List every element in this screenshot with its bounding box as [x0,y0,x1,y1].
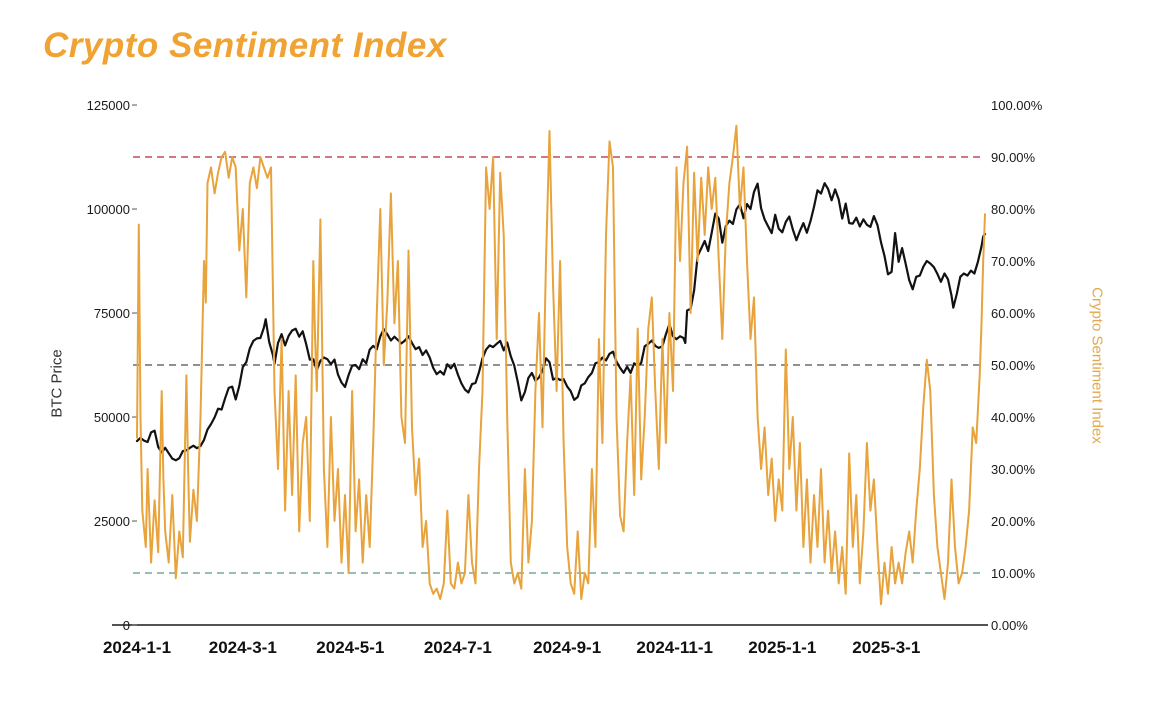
right-axis-tick-label: 20.00% [991,514,1036,529]
x-axis-tick-label: 2025-1-1 [748,638,817,657]
right-axis-title: Crypto Sentiment Index [1088,287,1106,444]
right-axis-tick-label: 40.00% [991,410,1036,425]
left-axis-tick-label: 125000 [86,98,130,113]
right-axis-tick-label: 90.00% [991,150,1036,165]
left-axis-tick-label: 75000 [93,306,130,321]
x-axis-tick-label: 2024-9-1 [533,638,602,657]
right-axis-tick-label: 50.00% [991,358,1036,373]
left-axis-tick-label: 0 [122,618,130,633]
x-axis-tick-label: 2024-5-1 [316,638,385,657]
left-axis-title: BTC Price [48,349,66,418]
right-axis-tick-label: 80.00% [991,202,1036,217]
x-axis-tick-label: 2025-3-1 [852,638,921,657]
right-axis-tick-label: 70.00% [991,254,1036,269]
left-axis-tick-label: 50000 [93,410,130,425]
x-axis-tick-label: 2024-7-1 [423,638,492,657]
sentiment-series-line [136,124,986,606]
page-title: Crypto Sentiment Index [43,26,447,65]
right-axis-tick-label: 60.00% [991,306,1036,321]
x-axis-tick-label: 2024-3-1 [208,638,277,657]
right-axis-tick-label: 10.00% [991,566,1036,581]
left-axis-tick-label: 100000 [86,202,130,217]
right-axis-tick-label: 30.00% [991,462,1036,477]
btc-price-series-line [135,182,987,462]
x-axis-tick-label: 2024-1-1 [102,638,172,657]
right-axis-tick-label: 100.00% [991,98,1043,113]
right-axis-tick-label: 0.00% [991,618,1028,633]
left-axis-tick-label: 25000 [93,514,130,529]
x-axis-tick-label: 2024-11-1 [636,638,713,657]
